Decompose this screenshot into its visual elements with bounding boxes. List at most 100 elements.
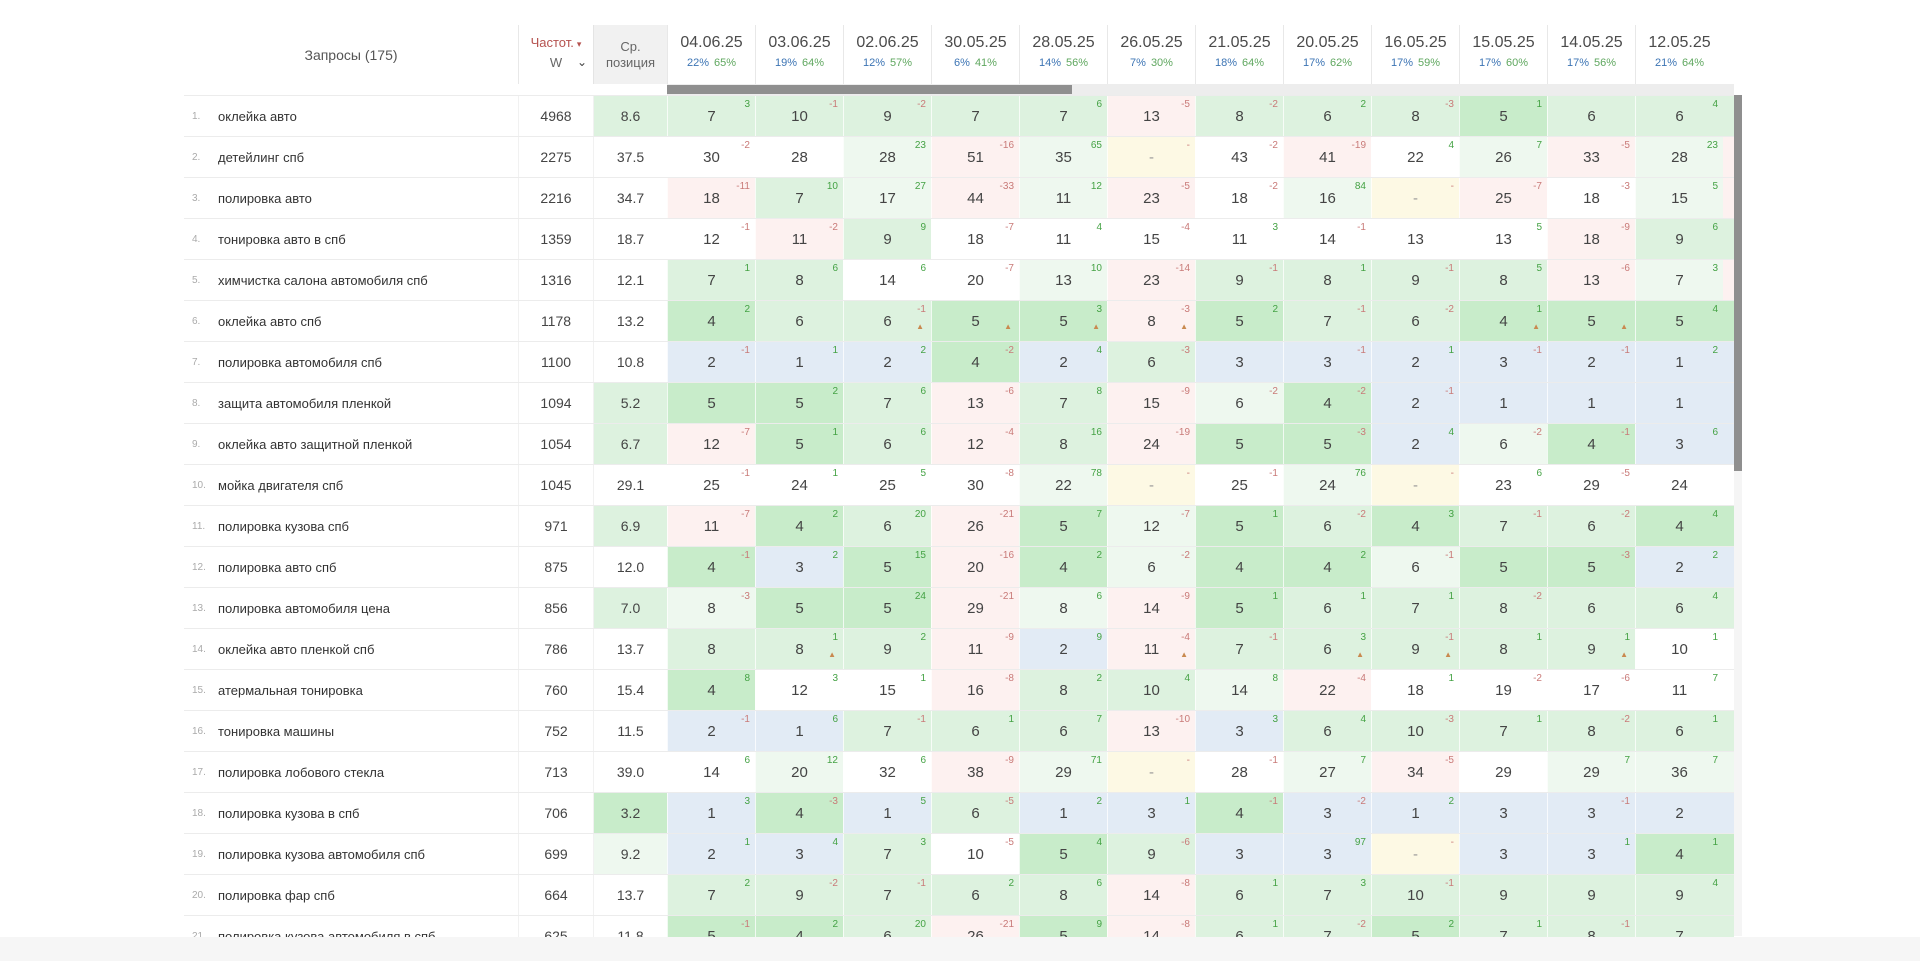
- position-cell[interactable]: 9: [1459, 875, 1547, 915]
- position-cell[interactable]: 13 -10: [1107, 711, 1195, 751]
- position-cell[interactable]: 4 1 ▲: [1459, 301, 1547, 341]
- position-cell[interactable]: 24 76: [1283, 465, 1371, 505]
- position-cell[interactable]: 5 3 ▲: [1019, 301, 1107, 341]
- position-cell[interactable]: 5 -3: [1283, 424, 1371, 464]
- position-cell[interactable]: 17 -6: [1547, 670, 1635, 710]
- date-column-header[interactable]: 02.06.25 12% 57%: [843, 25, 931, 84]
- position-cell[interactable]: 24 1: [755, 465, 843, 505]
- position-cell[interactable]: 6 -5: [931, 793, 1019, 833]
- query-link[interactable]: полировка автомобиля спб: [218, 354, 382, 370]
- position-cell[interactable]: 20 -16: [931, 547, 1019, 587]
- position-cell[interactable]: 12 -1: [667, 219, 755, 259]
- position-cell[interactable]: 10 -1: [755, 96, 843, 136]
- position-cell[interactable]: 6 -1: [1371, 547, 1459, 587]
- position-cell[interactable]: 4 -1: [1195, 793, 1283, 833]
- position-cell[interactable]: 7 -1: [1195, 629, 1283, 669]
- position-cell[interactable]: 10 -3: [1371, 711, 1459, 751]
- horizontal-scrollbar-thumb[interactable]: [667, 85, 1072, 94]
- position-cell[interactable]: 29 -5: [1547, 465, 1635, 505]
- position-cell[interactable]: 5: [667, 383, 755, 423]
- position-cell[interactable]: 14 6: [843, 260, 931, 300]
- position-cell[interactable]: 23 6: [1459, 465, 1547, 505]
- position-cell[interactable]: 38 -9: [931, 752, 1019, 792]
- query-link[interactable]: полировка лобового стекла: [218, 764, 385, 780]
- position-cell[interactable]: 8 -2: [1459, 588, 1547, 628]
- position-cell[interactable]: 10 -1: [1371, 875, 1459, 915]
- position-cell[interactable]: 33 -5: [1547, 137, 1635, 177]
- query-link[interactable]: атермальная тонировка: [218, 682, 363, 698]
- position-cell[interactable]: 7 -1: [1459, 506, 1547, 546]
- date-column-header[interactable]: 30.05.25 6% 41%: [931, 25, 1019, 84]
- position-cell[interactable]: 6 -2: [1107, 547, 1195, 587]
- position-cell[interactable]: 18 1: [1371, 670, 1459, 710]
- query-link[interactable]: полировка автомобиля цена: [218, 600, 390, 616]
- position-cell[interactable]: 5: [755, 588, 843, 628]
- query-link[interactable]: защита автомобиля пленкой: [218, 395, 392, 411]
- date-column-header[interactable]: 28.05.25 14% 56%: [1019, 25, 1107, 84]
- position-cell[interactable]: 4 -3: [755, 793, 843, 833]
- position-cell[interactable]: 11 -7: [667, 506, 755, 546]
- position-cell[interactable]: 9: [1547, 875, 1635, 915]
- query-link[interactable]: тонировка авто в спб: [218, 231, 346, 247]
- position-cell[interactable]: 9 -1 ▲: [1371, 629, 1459, 669]
- frequency-column-header[interactable]: Частот. ▾ W ⌄: [518, 25, 593, 84]
- position-cell[interactable]: 6 3 ▲: [1283, 629, 1371, 669]
- position-cell[interactable]: 7 10: [755, 178, 843, 218]
- date-column-header[interactable]: 16.05.25 17% 59%: [1371, 25, 1459, 84]
- position-cell[interactable]: 29 7: [1547, 752, 1635, 792]
- position-cell[interactable]: 43 -2: [1195, 137, 1283, 177]
- position-cell[interactable]: 4 -1: [667, 547, 755, 587]
- position-cell[interactable]: 2 -1: [667, 342, 755, 382]
- position-cell[interactable]: 4 -2: [931, 342, 1019, 382]
- position-cell[interactable]: 24 -19: [1107, 424, 1195, 464]
- position-cell[interactable]: 6 -2: [1283, 506, 1371, 546]
- position-cell[interactable]: 35 65: [1019, 137, 1107, 177]
- position-cell[interactable]: 25 -1: [1195, 465, 1283, 505]
- position-cell[interactable]: 6 -2: [1195, 383, 1283, 423]
- position-cell[interactable]: 14 -8: [1107, 875, 1195, 915]
- position-cell[interactable]: 24: [1635, 465, 1723, 505]
- position-cell[interactable]: 9 1 ▲: [1547, 629, 1635, 669]
- position-cell[interactable]: 18 -2: [1195, 178, 1283, 218]
- position-cell[interactable]: 3 -2: [1283, 793, 1371, 833]
- position-cell[interactable]: 27 7: [1283, 752, 1371, 792]
- position-cell[interactable]: 6 -2: [1547, 506, 1635, 546]
- position-cell[interactable]: 7: [931, 96, 1019, 136]
- query-link[interactable]: оклейка авто защитной пленкой: [218, 436, 413, 452]
- position-cell[interactable]: 2 -1: [1547, 342, 1635, 382]
- position-cell[interactable]: 19 -2: [1459, 670, 1547, 710]
- position-cell[interactable]: 25 -1: [667, 465, 755, 505]
- position-cell[interactable]: 5 15: [843, 547, 931, 587]
- query-link[interactable]: химчистка салона автомобиля спб: [218, 272, 428, 288]
- position-cell[interactable]: 5 24: [843, 588, 931, 628]
- position-cell[interactable]: 12 3: [755, 670, 843, 710]
- position-cell[interactable]: 8 -3: [667, 588, 755, 628]
